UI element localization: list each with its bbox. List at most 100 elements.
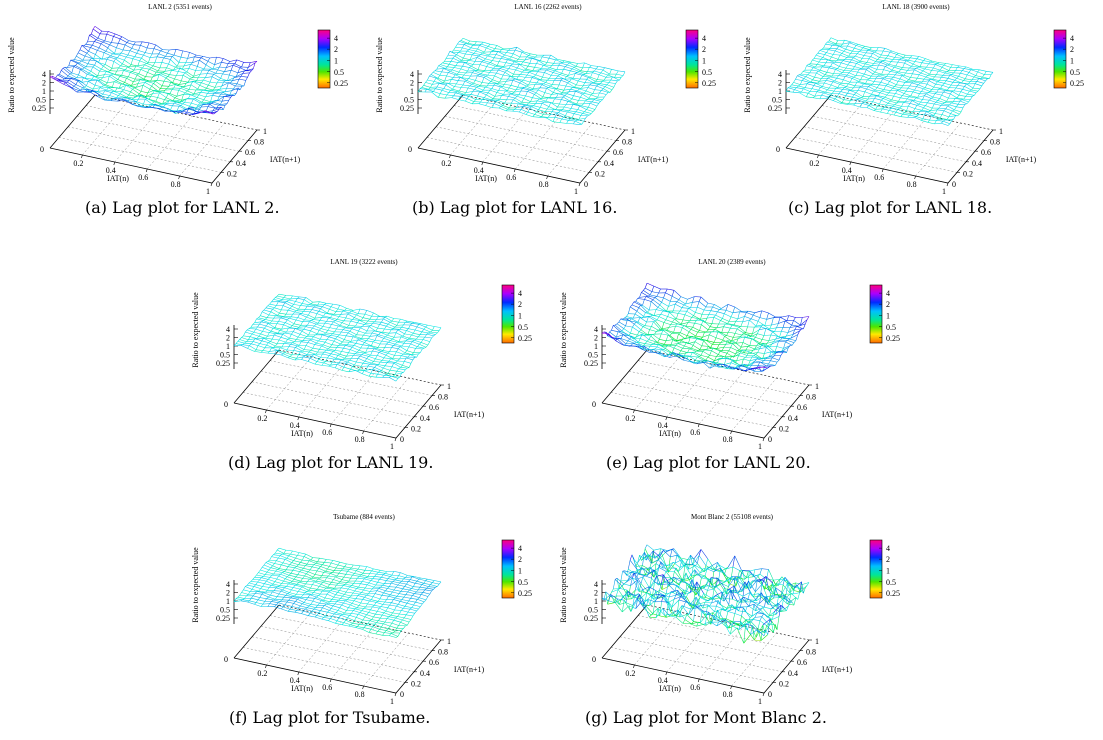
mesh-line <box>583 117 586 122</box>
mesh-line <box>964 103 967 105</box>
mesh-line <box>888 61 892 65</box>
mesh-line <box>437 75 441 79</box>
mesh-line <box>490 60 493 63</box>
mesh-line <box>479 45 487 49</box>
mesh-line <box>304 316 307 321</box>
mesh-line <box>859 68 867 70</box>
mesh-line <box>841 53 849 57</box>
mesh-line <box>226 88 234 90</box>
mesh-line <box>887 113 895 116</box>
mesh-line <box>446 94 454 97</box>
mesh-line <box>483 41 491 45</box>
mesh-line <box>115 79 119 81</box>
mesh-line <box>811 85 815 89</box>
mesh-line <box>157 97 165 100</box>
mesh-line <box>923 88 931 92</box>
mesh-line <box>108 55 111 58</box>
mesh-line <box>843 67 847 71</box>
mesh-line <box>574 120 583 125</box>
mesh-line <box>192 80 200 86</box>
mesh-line <box>283 324 291 328</box>
mesh-line <box>202 56 210 59</box>
mesh-line <box>161 106 169 109</box>
mesh-line <box>372 322 380 325</box>
mesh-line <box>502 86 510 89</box>
mesh-line <box>811 88 819 91</box>
mesh-line <box>879 103 887 106</box>
mesh-line <box>95 37 99 40</box>
mesh-line <box>489 43 497 46</box>
mesh-line <box>977 69 980 73</box>
mesh-line <box>511 102 519 105</box>
mesh-line <box>306 304 310 307</box>
x-tick-label: 0.4 <box>842 166 852 175</box>
mesh-line <box>90 92 98 97</box>
mesh-line <box>538 79 546 83</box>
mesh-line <box>446 75 454 78</box>
mesh-line <box>169 70 172 75</box>
mesh-line <box>556 84 560 89</box>
mesh-line <box>126 42 134 45</box>
mesh-line <box>979 69 987 72</box>
mesh-line <box>362 324 365 327</box>
mesh-line <box>479 64 487 67</box>
mesh-line <box>587 114 590 117</box>
mesh-line <box>966 72 970 76</box>
mesh-line <box>972 69 980 71</box>
mesh-line <box>149 53 153 58</box>
mesh-line <box>533 103 536 106</box>
mesh-line <box>386 324 389 327</box>
mesh-line <box>492 75 495 80</box>
mesh-line <box>484 94 487 98</box>
mesh-line <box>895 93 903 96</box>
y-tick-label: 0.8 <box>254 138 264 147</box>
mesh-line <box>287 308 291 311</box>
mesh-line <box>845 45 848 50</box>
mesh-line <box>325 341 332 345</box>
mesh-line <box>129 50 137 54</box>
mesh-line <box>879 54 882 58</box>
mesh-line <box>851 76 855 79</box>
mesh-line <box>582 82 586 87</box>
mesh-line <box>387 333 390 336</box>
mesh-line <box>923 107 931 111</box>
mesh-line <box>339 334 347 337</box>
mesh-line <box>430 331 438 334</box>
mesh-line <box>600 99 603 102</box>
mesh-line <box>610 76 613 81</box>
mesh-line <box>119 54 127 58</box>
mesh-line <box>963 66 967 69</box>
mesh-line <box>905 70 908 74</box>
mesh-line <box>323 315 331 318</box>
mesh-line <box>372 367 375 370</box>
mesh-line <box>527 63 531 67</box>
mesh-line <box>830 37 838 41</box>
mesh-line <box>577 78 581 82</box>
mesh-line <box>534 92 537 95</box>
mesh-line <box>424 89 427 93</box>
mesh-line <box>246 328 250 331</box>
mesh-line <box>789 84 792 87</box>
mesh-line <box>406 328 409 331</box>
mesh-line <box>160 72 164 75</box>
mesh-line <box>329 324 332 328</box>
mesh-line <box>334 328 337 333</box>
mesh-line <box>357 322 365 325</box>
mesh-line <box>524 57 532 61</box>
mesh-line <box>67 81 75 87</box>
mesh-line <box>238 76 242 80</box>
mesh-line <box>141 91 148 94</box>
mesh-line <box>162 100 170 105</box>
mesh-line <box>289 354 292 357</box>
mesh-line <box>583 102 591 105</box>
mesh-line <box>487 55 495 59</box>
mesh-line <box>552 98 555 104</box>
mesh-line <box>300 303 303 306</box>
mesh-line <box>445 68 453 71</box>
mesh-line <box>201 101 209 103</box>
mesh-line <box>826 72 834 74</box>
mesh-line <box>178 67 181 72</box>
mesh-line <box>249 343 252 346</box>
mesh-line <box>489 51 492 56</box>
